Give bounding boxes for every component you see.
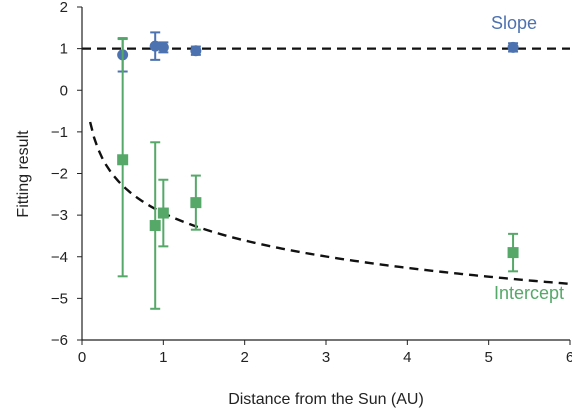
y-tick-label: 2 [60,0,68,16]
y-tick-label: −5 [51,290,68,307]
y-tick-label: −4 [51,249,68,266]
y-axis-label: Fitting result [15,130,32,218]
x-ticks: 0 1 2 3 4 5 6 [78,340,572,366]
intercept-series-label: Intercept [494,283,564,303]
y-tick-label: −3 [51,207,68,224]
x-axis-label: Distance from the Sun (AU) [228,391,424,408]
x-tick-label: 3 [322,349,330,366]
slope-series [117,31,519,73]
y-tick-label: −6 [51,332,68,349]
data-point [157,207,169,219]
slope-series-label: Slope [491,13,537,33]
y-tick-label: 1 [60,41,68,58]
x-tick-label: 6 [566,349,572,366]
y-tick-label: −2 [51,166,68,183]
data-point [507,247,519,259]
data-point [149,220,161,232]
y-tick-label: −1 [51,124,68,141]
x-tick-label: 2 [240,349,248,366]
x-tick-label: 4 [403,349,411,366]
data-point [507,41,519,53]
intercept-series [117,38,519,310]
data-point [190,45,202,57]
y-tick-label: 0 [60,82,68,99]
x-tick-label: 1 [159,349,167,366]
fit-curve [88,121,571,286]
y-ticks: 2 1 0 −1 −2 −3 −4 −5 −6 [51,0,82,349]
x-tick-label: 0 [78,349,86,366]
x-tick-label: 5 [484,349,492,366]
data-point [190,197,202,209]
plot-area [82,31,571,310]
data-point [157,41,169,53]
data-point [117,154,129,166]
data-point [149,40,161,52]
